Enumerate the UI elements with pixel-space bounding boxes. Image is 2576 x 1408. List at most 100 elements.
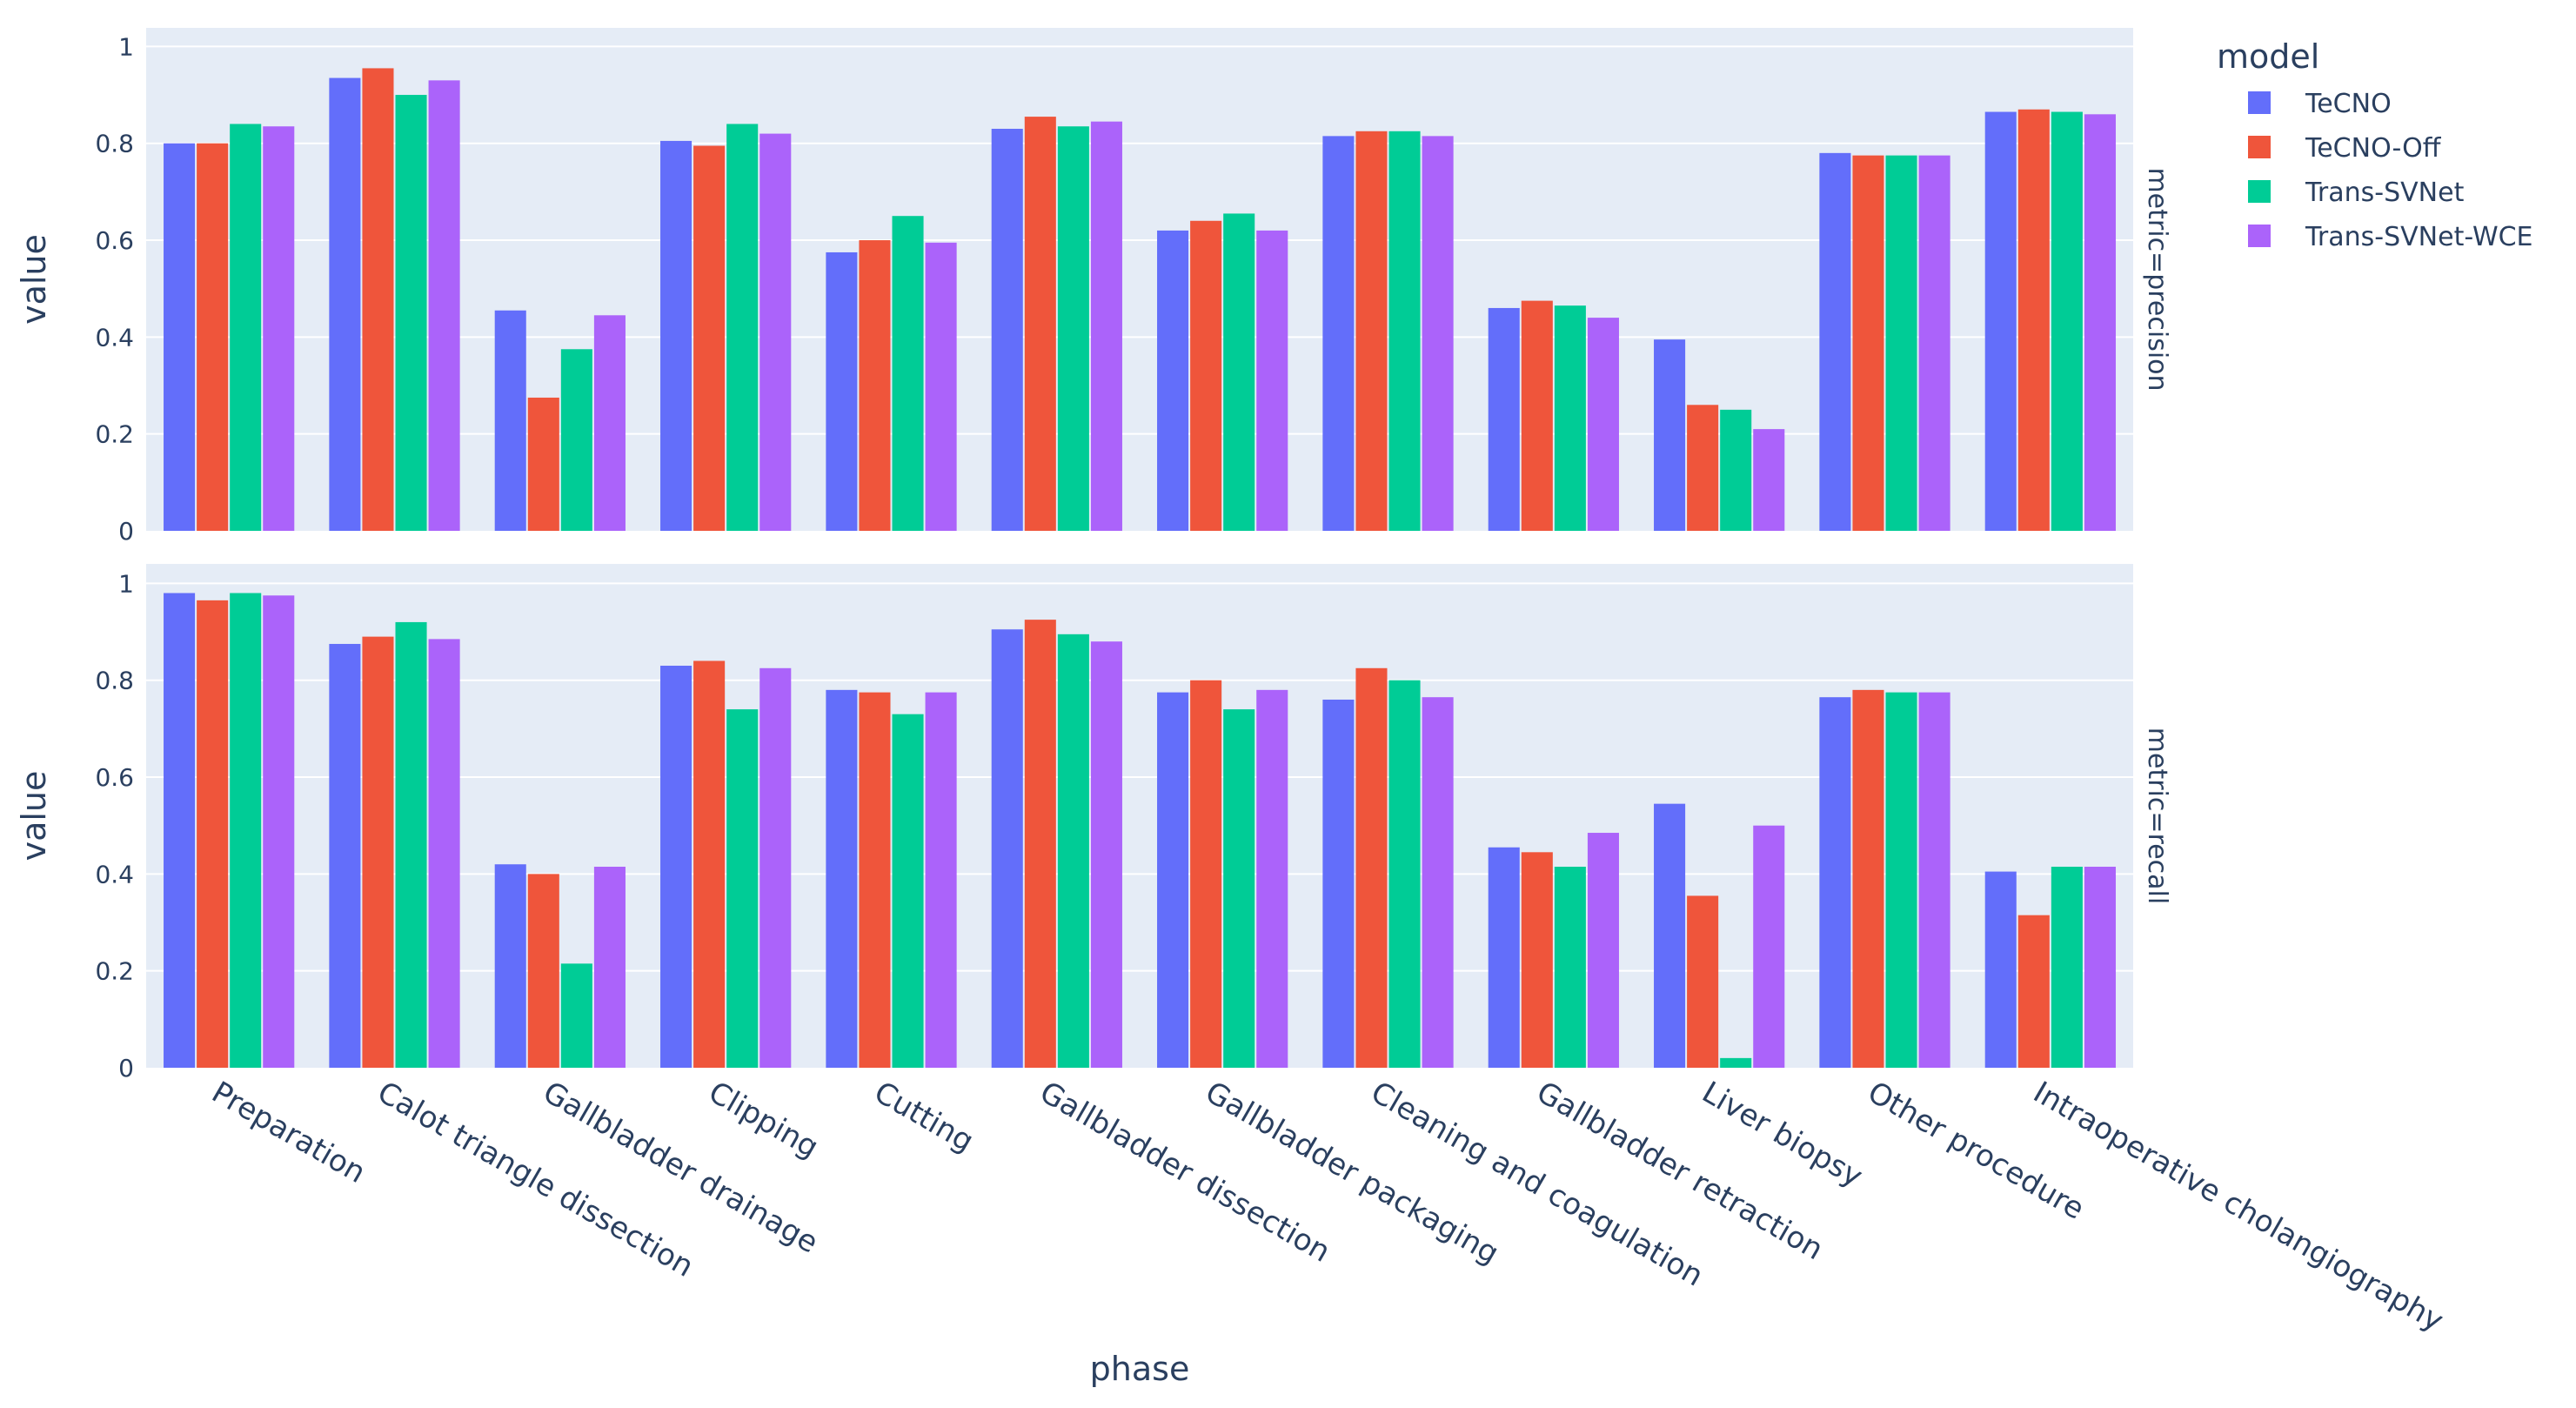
x-tick-label: Gallbladder packaging <box>1200 1075 1505 1271</box>
bar-tecno-recall-7 <box>1322 699 1355 1068</box>
bar-trans-svnet-wce-precision-10 <box>1918 155 1950 531</box>
x-tick-label: Intraoperative cholangiography <box>2027 1075 2449 1338</box>
bar-tecno-off-precision-10 <box>1852 155 1884 531</box>
bar-tecno-off-recall-2 <box>527 874 559 1068</box>
legend-label-trans-svnet: Trans-SVNet <box>2305 178 2465 208</box>
bar-tecno-off-recall-10 <box>1852 689 1884 1068</box>
legend-label-tecno-off: TeCNO-Off <box>2305 133 2442 164</box>
bar-tecno-precision-2 <box>494 310 526 531</box>
bar-tecno-off-recall-5 <box>1024 620 1056 1068</box>
y-tick-label: 0.4 <box>95 323 134 352</box>
bar-trans-svnet-precision-2 <box>560 349 592 531</box>
bar-tecno-off-precision-9 <box>1687 405 1719 531</box>
bar-tecno-precision-7 <box>1322 136 1355 531</box>
y-tick-label: 0.4 <box>95 860 134 888</box>
bar-tecno-off-recall-9 <box>1687 895 1719 1068</box>
bar-trans-svnet-recall-9 <box>1720 1057 1752 1068</box>
bar-tecno-recall-3 <box>660 666 693 1068</box>
bar-tecno-off-recall-0 <box>197 600 229 1068</box>
bar-trans-svnet-recall-3 <box>726 709 759 1068</box>
y-tick-label: 0.2 <box>95 957 134 986</box>
bar-trans-svnet-precision-8 <box>1554 305 1586 531</box>
bar-trans-svnet-wce-recall-2 <box>593 867 626 1068</box>
bar-tecno-precision-8 <box>1488 307 1520 531</box>
bar-tecno-precision-6 <box>1157 230 1189 531</box>
legend-swatch-trans-svnet <box>2248 180 2271 203</box>
bar-tecno-precision-11 <box>1984 111 2017 532</box>
bar-tecno-off-precision-7 <box>1355 131 1388 531</box>
bar-tecno-recall-9 <box>1654 803 1686 1068</box>
bar-trans-svnet-wce-recall-5 <box>1090 641 1122 1068</box>
y-tick-label: 0.6 <box>95 226 134 255</box>
x-tick-label: Clipping <box>703 1075 825 1165</box>
bar-trans-svnet-recall-1 <box>395 621 427 1068</box>
bar-tecno-off-recall-11 <box>2017 915 2050 1068</box>
bar-trans-svnet-precision-0 <box>230 124 262 531</box>
bar-trans-svnet-recall-6 <box>1223 709 1255 1068</box>
bar-tecno-off-precision-6 <box>1190 220 1222 532</box>
y-tick-label: 0 <box>118 1054 134 1083</box>
bar-trans-svnet-recall-8 <box>1554 867 1586 1068</box>
bar-trans-svnet-wce-precision-11 <box>2084 114 2116 532</box>
bar-tecno-off-precision-11 <box>2017 109 2050 531</box>
bar-trans-svnet-wce-recall-11 <box>2084 867 2116 1068</box>
x-axis-title: phase <box>1090 1350 1190 1388</box>
bar-trans-svnet-wce-precision-1 <box>428 80 460 531</box>
y-tick-label: 0.8 <box>95 130 134 158</box>
bar-tecno-recall-1 <box>329 643 361 1068</box>
bar-trans-svnet-recall-10 <box>1885 692 1917 1068</box>
legend-label-tecno: TeCNO <box>2305 89 2392 119</box>
bar-trans-svnet-wce-recall-6 <box>1256 689 1288 1068</box>
bar-trans-svnet-wce-recall-7 <box>1422 697 1454 1068</box>
bar-trans-svnet-precision-9 <box>1720 409 1752 531</box>
bar-trans-svnet-wce-precision-4 <box>925 242 957 531</box>
bar-trans-svnet-precision-1 <box>395 95 427 532</box>
bar-tecno-precision-5 <box>991 129 1023 531</box>
legend-swatch-tecno-off <box>2248 136 2271 158</box>
bar-trans-svnet-wce-recall-1 <box>428 639 460 1068</box>
bar-tecno-recall-10 <box>1819 697 1851 1068</box>
x-tick-label: Cutting <box>868 1075 980 1159</box>
bar-tecno-off-recall-1 <box>362 636 394 1068</box>
bar-tecno-precision-3 <box>660 140 693 532</box>
bar-trans-svnet-recall-0 <box>230 593 262 1068</box>
bar-tecno-recall-4 <box>826 689 858 1068</box>
bar-tecno-off-precision-0 <box>197 143 229 531</box>
x-tick-label: Gallbladder dissection <box>1034 1075 1335 1270</box>
legend-label-trans-svnet-wce: Trans-SVNet-WCE <box>2305 222 2533 252</box>
y-axis-title: value <box>15 234 53 325</box>
bar-tecno-recall-5 <box>991 629 1023 1068</box>
x-tick-label: Preparation <box>206 1075 371 1190</box>
bar-trans-svnet-wce-precision-9 <box>1753 429 1785 531</box>
bar-trans-svnet-recall-11 <box>2051 867 2083 1068</box>
bar-tecno-off-precision-2 <box>527 397 559 531</box>
bar-trans-svnet-wce-precision-6 <box>1256 230 1288 531</box>
bar-trans-svnet-recall-5 <box>1057 634 1089 1068</box>
bar-tecno-precision-1 <box>329 77 361 531</box>
bar-trans-svnet-precision-11 <box>2051 111 2083 532</box>
bar-tecno-recall-0 <box>164 593 196 1068</box>
legend-swatch-trans-svnet-wce <box>2248 225 2271 247</box>
legend-title: model <box>2217 37 2319 76</box>
facet-label-recall: metric=recall <box>2142 727 2172 904</box>
bar-trans-svnet-recall-4 <box>892 714 924 1068</box>
bar-tecno-off-precision-3 <box>693 145 726 531</box>
bar-trans-svnet-wce-precision-8 <box>1587 318 1619 531</box>
plot-background-2 <box>146 564 2133 1068</box>
bar-trans-svnet-wce-precision-5 <box>1090 121 1122 531</box>
bar-trans-svnet-wce-recall-0 <box>263 595 295 1068</box>
x-tick-label: Calot triangle dissection <box>371 1075 699 1284</box>
x-tick-label: Gallbladder drainage <box>537 1075 824 1260</box>
x-tick-label: Gallbladder retraction <box>1530 1075 1829 1267</box>
bar-trans-svnet-precision-7 <box>1388 131 1421 531</box>
y-axis-title: value <box>15 771 53 862</box>
bar-tecno-off-precision-8 <box>1521 300 1553 531</box>
bar-tecno-recall-6 <box>1157 692 1189 1068</box>
bar-tecno-off-recall-6 <box>1190 680 1222 1068</box>
bar-tecno-recall-11 <box>1984 871 2017 1068</box>
bar-tecno-precision-4 <box>826 251 858 531</box>
bar-trans-svnet-wce-recall-4 <box>925 692 957 1068</box>
legend-swatch-tecno <box>2248 91 2271 114</box>
plot-background-1 <box>146 28 2133 531</box>
bar-tecno-off-recall-3 <box>693 660 726 1068</box>
